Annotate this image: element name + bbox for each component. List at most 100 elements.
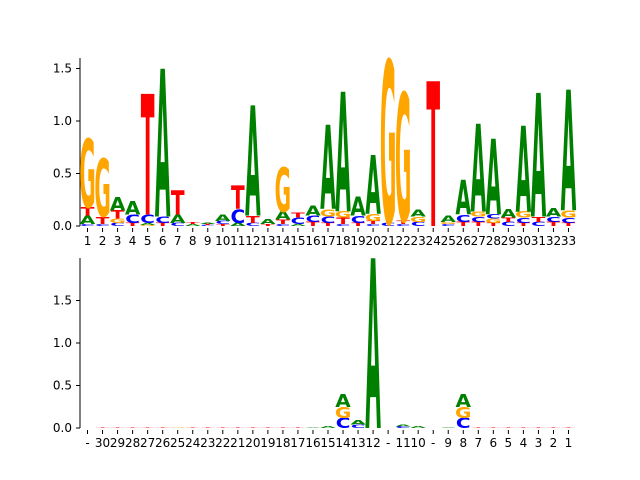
logo-letter-G: G [365, 211, 381, 223]
logo-letter-A: A [305, 427, 321, 428]
logo-letter-C: C [200, 225, 215, 227]
logo-panel-top: 0.00.51.01.51 2 3 4 5 6 7 8 9 10 11 12 13 14 15 16 17 18 1… [53, 17, 577, 276]
logo-letter-T: T [126, 222, 140, 227]
x-tick-label: 16 [305, 436, 320, 450]
x-tick-label: 13 [260, 234, 275, 248]
x-tick-label: 18 [275, 436, 290, 450]
logo-letter-G: G [515, 210, 531, 220]
x-tick-label: - [431, 436, 435, 450]
logo-letter-A: A [516, 101, 532, 239]
logo-letter-C: C [125, 212, 140, 225]
y-tick-label: 1.0 [53, 336, 72, 350]
x-tick-label: 23 [411, 234, 426, 248]
logo-letter-A: A [155, 28, 171, 264]
logo-letter-T: T [486, 222, 500, 227]
logo-letter-T: T [216, 224, 230, 227]
logo-letter-A: A [440, 427, 456, 428]
x-tick-label: 27 [471, 234, 486, 248]
logo-letter-C: C [546, 215, 561, 224]
logo-letter-C: C [230, 205, 245, 227]
logo-letter-T: T [261, 224, 275, 227]
logo-letter-G: G [335, 405, 351, 422]
logo-letter-A: A [140, 223, 156, 226]
x-tick-label: 9 [204, 234, 212, 248]
logo-letter-A: A [305, 203, 321, 218]
logo-letter-A: A [471, 101, 487, 241]
x-tick-label: 26 [456, 234, 471, 248]
logo-letter-A: A [365, 139, 381, 232]
logo-letter-T: T [291, 427, 305, 428]
logo-letter-A: A [335, 392, 351, 412]
logo-letter-A: A [456, 170, 472, 226]
logo-letter-A: A [486, 119, 502, 240]
logo-letter-C: C [531, 221, 546, 228]
y-tick-label: 0.5 [53, 167, 72, 181]
logo-letter-G: G [275, 155, 291, 226]
logo-letter-A: A [501, 207, 517, 220]
logo-letter-C: C [110, 222, 125, 227]
x-tick-label: 23 [200, 436, 215, 450]
x-tick-label: 7 [474, 436, 482, 450]
logo-letter-T: T [562, 222, 576, 227]
logo-letter-C: C [140, 212, 155, 225]
x-tick-label: 33 [561, 234, 576, 248]
logo-letter-A: A [170, 212, 186, 225]
logo-letter-A: A [185, 224, 201, 227]
logo-letter-G: G [139, 225, 155, 227]
x-tick-label: 12 [245, 234, 260, 248]
logo-letter-A: A [410, 207, 426, 219]
logo-letter-C: C [351, 213, 366, 225]
logo-letter-T: T [517, 427, 531, 428]
logo-letter-A: A [80, 213, 96, 226]
x-tick-label: 17 [290, 436, 305, 450]
logo-letter-A: A [260, 217, 276, 226]
logo-letter-A: A [350, 419, 366, 426]
x-tick-label: 29 [110, 436, 125, 450]
x-tick-label: 16 [305, 234, 320, 248]
logo-letter-G: G [440, 221, 456, 224]
logo-letter-C: C [561, 216, 576, 225]
logo-letter-G: G [109, 218, 125, 225]
logo-letter-T: T [306, 221, 320, 228]
logo-letter-T: T [547, 427, 561, 428]
logo-letter-A: A [365, 212, 381, 480]
x-tick-label: 1 [565, 436, 573, 450]
x-tick-label: 6 [159, 234, 167, 248]
x-tick-label: 20 [245, 436, 260, 450]
logo-letter-T: T [366, 220, 380, 225]
y-tick-label: 0.0 [53, 421, 72, 435]
logo-letter-C: C [215, 220, 230, 225]
logo-letter-A: A [561, 57, 577, 249]
logo-letter-C: C [396, 426, 411, 429]
logo-letter-C: C [456, 212, 471, 224]
x-tick-label: 8 [189, 234, 197, 248]
logo-letter-C: C [336, 224, 351, 227]
logo-letter-G: G [335, 210, 351, 220]
logo-letter-T: T [141, 427, 155, 428]
logo-letter-C: C [516, 216, 531, 225]
logo-letter-T: T [502, 217, 516, 224]
logo-letter-T: T [246, 213, 260, 225]
logo-letter-A: A [320, 103, 336, 237]
logo-letter-G: G [410, 215, 426, 224]
logo-letter-C: C [396, 224, 411, 227]
logo-letter-T: T [141, 61, 155, 253]
x-tick-label: 3 [535, 436, 543, 450]
logo-letter-T: T [532, 215, 547, 224]
x-tick-label: 30 [516, 234, 531, 248]
x-tick-label: 22 [396, 234, 411, 248]
logo-letter-G: G [94, 143, 110, 236]
x-tick-label: 22 [215, 436, 230, 450]
logo-letter-A: A [531, 61, 547, 258]
logo-letter-T: T [111, 427, 125, 428]
logo-letter-T: T [171, 185, 185, 222]
logo-letter-G: G [320, 207, 336, 219]
x-tick-label: 10 [411, 436, 426, 450]
logo-letter-T: T [246, 427, 260, 428]
x-tick-label: 18 [335, 234, 350, 248]
logo-letter-T: T [291, 211, 306, 220]
logo-letter-A: A [230, 222, 247, 227]
logo-letter-A: A [395, 424, 410, 427]
x-tick-label: 19 [260, 436, 275, 450]
x-tick-label: 5 [144, 234, 152, 248]
